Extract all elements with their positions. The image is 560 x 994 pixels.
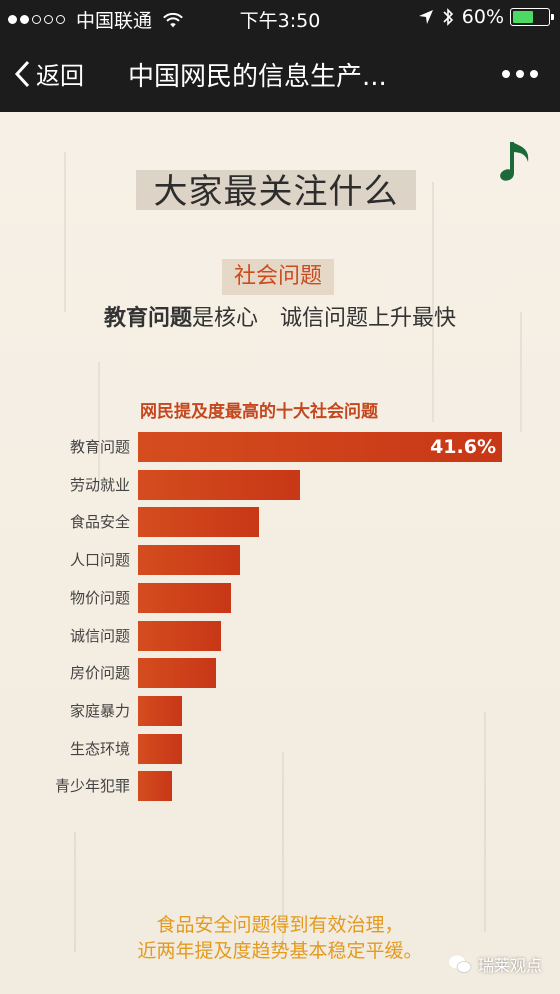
chevron-left-icon [14, 60, 30, 87]
background-streak [282, 752, 284, 952]
background-streak [484, 712, 486, 932]
bar-label: 劳动就业 [69, 475, 130, 494]
bar-value-label: 41.6% [430, 436, 496, 458]
battery-icon [510, 8, 554, 26]
heading-highlight [136, 170, 416, 210]
subheading-rest: 是核心 诚信问题上升最快 [192, 306, 457, 331]
subheading: 教育问题是核心 诚信问题上升最快 [0, 300, 560, 332]
chart-title: 网民提及度最高的十大社会问题 [140, 402, 378, 422]
bar: 41.6% [138, 432, 502, 462]
back-label: 返回 [36, 62, 84, 90]
main-heading: 大家最关注什么 [153, 172, 399, 212]
chart-row: 家庭暴力 [0, 695, 560, 726]
watermark-text: 瑞莱观点 [478, 956, 543, 975]
music-note-icon[interactable] [500, 134, 534, 186]
bar-chart: 教育问题 41.6% 劳动就业食品安全人口问题物价问题诚信问题房价问题家庭暴力生态环… [0, 432, 560, 812]
battery-percent: 60% [461, 6, 504, 28]
bar [138, 507, 259, 538]
bar-label: 生态环境 [69, 739, 130, 758]
chart-row: 青少年犯罪 [0, 771, 560, 802]
bar-label: 教育问题 [69, 438, 130, 456]
bar [138, 771, 173, 802]
bar [138, 545, 240, 576]
status-time: 下午3:50 [239, 10, 321, 32]
chart-row: 劳动就业 [0, 469, 560, 500]
chart-row: 房价问题 [0, 658, 560, 689]
bar-label: 房价问题 [69, 664, 130, 683]
bar [138, 582, 231, 613]
background-streak [432, 182, 434, 422]
more-dot-icon [530, 70, 538, 78]
back-button[interactable]: 返回 [14, 56, 84, 91]
bar-label: 人口问题 [69, 551, 130, 570]
background-streak [74, 832, 76, 952]
bar [138, 695, 182, 726]
bar-label: 青少年犯罪 [54, 777, 130, 796]
more-dot-icon [516, 70, 524, 78]
background-streak [520, 312, 522, 432]
navigation-bar: 返回 中国网民的信息生产... [0, 36, 560, 112]
chart-row: 诚信问题 [0, 620, 560, 651]
chart-row: 物价问题 [0, 582, 560, 613]
section-tag: 社会问题 [222, 259, 334, 295]
bar [138, 469, 300, 500]
bar-label: 食品安全 [69, 513, 130, 532]
bar-label: 物价问题 [69, 588, 130, 607]
subheading-bold: 教育问题 [103, 306, 192, 331]
footer-note: 食品安全问题得到有效治理， 近两年提及度趋势基本稳定平缓。 [100, 912, 460, 964]
carrier-name: 中国联通 [76, 10, 153, 32]
status-bar: 中国联通 下午3:50 60% [0, 0, 560, 36]
page-title: 中国网民的信息生产... [128, 62, 387, 92]
wechat-icon [449, 955, 472, 973]
background-streak [98, 362, 100, 482]
chart-row: 生态环境 [0, 733, 560, 764]
chart-row: 教育问题 41.6% [0, 432, 560, 462]
article-image: 大家最关注什么 社会问题 教育问题是核心 诚信问题上升最快 网民提及度最高的十大… [0, 112, 560, 994]
bar [138, 658, 216, 689]
wifi-icon [163, 12, 183, 27]
background-streak [64, 152, 66, 312]
bar-label: 家庭暴力 [69, 701, 130, 720]
signal-strength-icon [8, 15, 68, 24]
bluetooth-icon [443, 8, 453, 26]
bar-label: 诚信问题 [69, 626, 130, 645]
watermark: 瑞莱观点 [448, 952, 542, 976]
more-options-button[interactable] [496, 70, 538, 78]
chart-row: 人口问题 [0, 545, 560, 576]
footer-line-1: 食品安全问题得到有效治理， [156, 914, 404, 936]
chart-row: 食品安全 [0, 507, 560, 538]
more-dot-icon [502, 70, 510, 78]
footer-line-2: 近两年提及度趋势基本稳定平缓。 [137, 940, 423, 962]
bar [138, 733, 182, 764]
location-arrow-icon [418, 10, 433, 24]
bar [138, 620, 222, 651]
